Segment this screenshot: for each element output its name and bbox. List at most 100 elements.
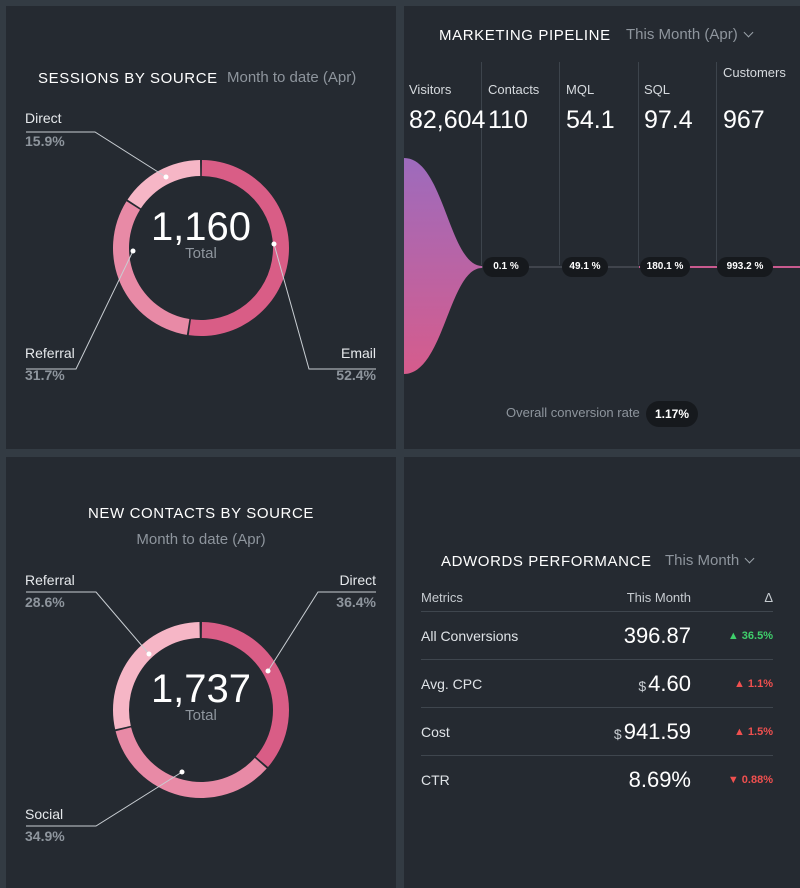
contacts-total-label: Total xyxy=(185,707,217,724)
stage-value: 110 xyxy=(488,106,528,134)
conversion-rate-badge: 180.1 % xyxy=(640,257,690,277)
stage-value: 967 xyxy=(723,106,765,134)
contacts-leader-social xyxy=(26,771,183,827)
metric-value-cell: 396.87 xyxy=(571,611,691,660)
table-row: CTR 8.69% ▼ 0.88% xyxy=(421,756,773,804)
column-header-metrics: Metrics xyxy=(421,584,572,612)
adwords-period-label: This Month xyxy=(665,552,740,569)
sessions-label-direct: Direct xyxy=(25,110,62,126)
metric-delta: 36.5% xyxy=(741,629,773,642)
sessions-label-email: Email xyxy=(341,345,376,361)
metric-name: All Conversions xyxy=(421,611,572,660)
delta-arrow-icon: ▲ xyxy=(727,629,739,642)
contacts-pct-social: 34.9% xyxy=(25,828,65,844)
contacts-label-referral: Referral xyxy=(25,572,75,588)
delta-arrow-icon: ▼ xyxy=(727,773,739,786)
metric-value: 396.87 xyxy=(623,622,691,648)
currency-symbol: $ xyxy=(613,725,622,742)
metric-name: CTR xyxy=(421,771,450,788)
pipeline-period-label: This Month (Apr) xyxy=(626,26,738,43)
stage-visitors: Visitors 82,604 xyxy=(409,82,485,135)
sessions-title: SESSIONS BY SOURCE xyxy=(38,70,218,87)
contacts-dot-referral xyxy=(146,651,152,657)
table-row: Cost $941.59 ▲ 1.5% xyxy=(421,707,773,756)
sessions-by-source-widget: SESSIONS BY SOURCE Month to date (Apr) 1… xyxy=(6,6,396,449)
sessions-leader-direct xyxy=(26,131,167,178)
new-contacts-by-source-widget: NEW CONTACTS BY SOURCE Month to date (Ap… xyxy=(6,457,396,888)
overall-conversion-label: Overall conversion rate xyxy=(506,405,640,420)
metric-name: Avg. CPC xyxy=(421,659,572,708)
metric-value: 941.59 xyxy=(623,718,691,744)
overall-conversion-badge: 1.17% xyxy=(646,401,698,427)
contacts-dot-social xyxy=(179,769,185,775)
sessions-total-value: 1,160 xyxy=(151,205,251,249)
stage-label: Contacts xyxy=(488,82,540,97)
stage-customers: Customers 967 xyxy=(723,65,786,135)
metric-value-cell: $941.59 xyxy=(571,707,691,756)
contacts-pct-direct: 36.4% xyxy=(336,594,376,610)
column-header-this-month: This Month xyxy=(571,584,691,612)
metric-value: 8.69% xyxy=(628,766,691,792)
sessions-donut-chart: 1,160 Total Direct 15.9% Referral 31.7% … xyxy=(25,110,377,383)
metric-delta-cell: ▲ 1.5% xyxy=(691,707,773,756)
sessions-dot-email xyxy=(271,241,277,247)
sessions-leader-email xyxy=(273,243,376,370)
contacts-period-selector[interactable]: Month to date (Apr) xyxy=(136,531,266,548)
sessions-pct-email: 52.4% xyxy=(336,367,376,383)
metric-value-cell: 8.69% xyxy=(572,756,691,804)
stage-sql: SQL 97.4 xyxy=(644,82,693,135)
stage-mql: MQL 54.1 xyxy=(566,82,615,135)
contacts-leader-referral xyxy=(26,591,150,655)
metric-delta: 1.5% xyxy=(747,725,773,738)
stage-value: 54.1 xyxy=(566,106,615,134)
contacts-dot-direct xyxy=(265,668,271,674)
stage-label: SQL xyxy=(644,82,671,97)
pipeline-period-dropdown[interactable]: This Month (Apr) xyxy=(626,26,754,43)
table-row: Avg. CPC $4.60 ▲ 1.1% xyxy=(421,659,773,708)
adwords-table: Metrics This Month Δ All Conversions 396… xyxy=(421,584,773,803)
sessions-slice-referral[interactable] xyxy=(113,201,190,335)
sessions-period-selector[interactable]: Month to date (Apr) xyxy=(227,69,357,86)
metric-delta-cell: ▼ 0.88% xyxy=(691,756,773,804)
sessions-dot-referral xyxy=(130,248,136,254)
stage-divider xyxy=(559,62,560,265)
metric-delta: 1.1% xyxy=(747,677,773,690)
adwords-title: ADWORDS PERFORMANCE xyxy=(441,553,652,570)
column-header-delta: Δ xyxy=(691,584,773,612)
contacts-donut-chart: 1,737 Total Referral 28.6% Direct 36.4% … xyxy=(25,572,377,844)
stage-label: Visitors xyxy=(409,82,452,97)
stage-divider xyxy=(716,62,717,265)
contacts-pct-referral: 28.6% xyxy=(25,594,65,610)
contacts-slice-referral[interactable] xyxy=(113,622,200,730)
table-row: All Conversions 396.87 ▲ 36.5% xyxy=(421,611,773,660)
contacts-leader-direct xyxy=(267,591,376,672)
contacts-total-value: 1,737 xyxy=(151,667,251,711)
stage-divider xyxy=(481,62,482,265)
contacts-title: NEW CONTACTS BY SOURCE xyxy=(88,505,314,522)
contacts-label-direct: Direct xyxy=(339,572,376,588)
metric-value: 4.60 xyxy=(648,670,691,696)
contacts-slice-social[interactable] xyxy=(115,727,267,798)
conversion-rate-badge: 49.1 % xyxy=(562,257,608,277)
stage-value: 97.4 xyxy=(644,106,693,134)
delta-arrow-icon: ▲ xyxy=(733,677,745,690)
sessions-slice-direct[interactable] xyxy=(127,160,201,209)
stage-label: Customers xyxy=(723,65,786,80)
conversion-rate-badge: 993.2 % xyxy=(717,257,773,277)
sessions-label-referral: Referral xyxy=(25,345,75,361)
sessions-total-label: Total xyxy=(185,245,217,262)
adwords-period-dropdown[interactable]: This Month xyxy=(665,552,755,569)
funnel-visitors-shape xyxy=(404,158,482,374)
contacts-slice-direct[interactable] xyxy=(201,622,290,768)
metric-delta-cell: ▲ 36.5% xyxy=(691,611,773,660)
metric-delta: 0.88% xyxy=(741,773,773,786)
pipeline-title: MARKETING PIPELINE xyxy=(439,27,611,44)
currency-symbol: $ xyxy=(638,677,647,694)
sessions-slice-email[interactable] xyxy=(188,160,289,336)
conversion-rate-badge: 0.1 % xyxy=(483,257,529,277)
table-header-row: Metrics This Month Δ xyxy=(421,584,773,612)
sessions-dot-direct xyxy=(163,174,169,180)
metric-delta-cell: ▲ 1.1% xyxy=(691,659,773,708)
chevron-down-icon xyxy=(744,553,755,564)
sessions-leader-referral xyxy=(26,250,134,370)
